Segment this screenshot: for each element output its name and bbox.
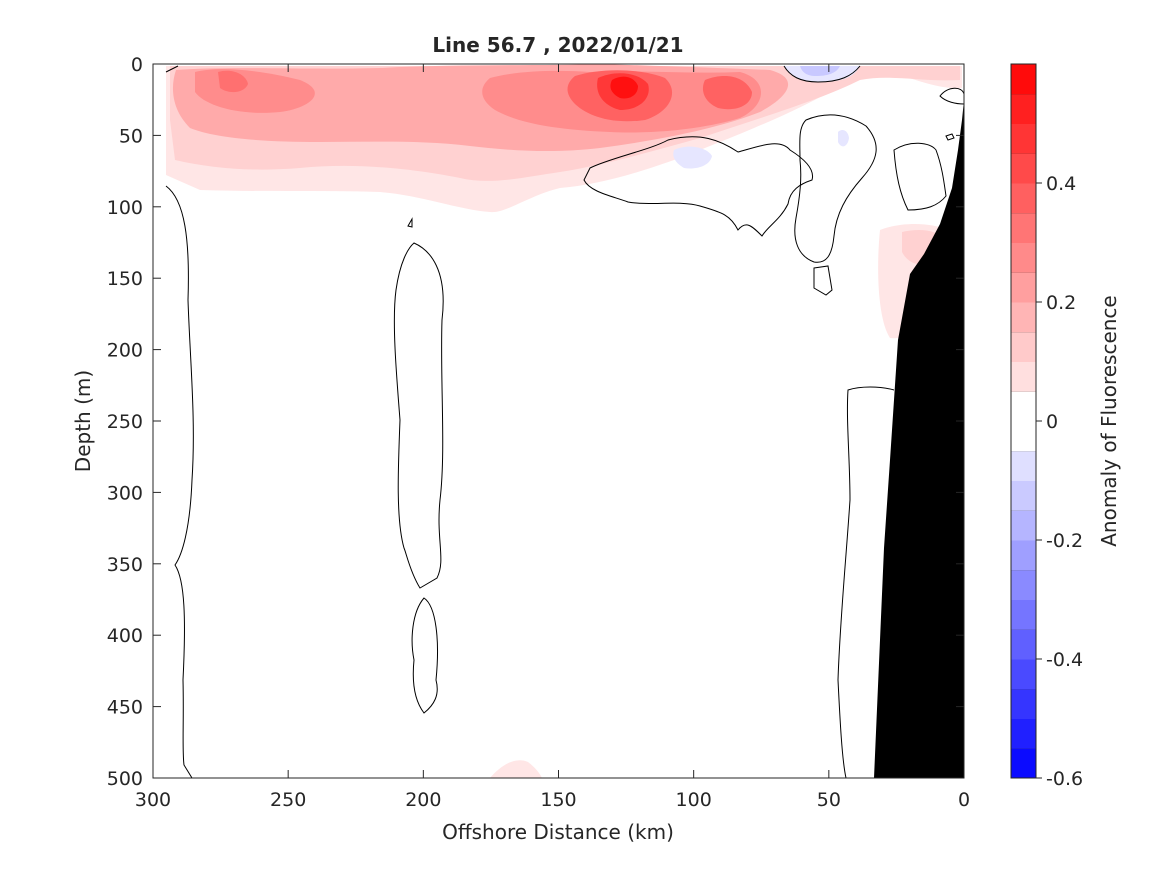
colorbar-swatch: [1011, 718, 1036, 749]
zero-contour-lines: [165, 65, 964, 778]
x-tick-label: 150: [540, 789, 576, 811]
x-tick-label: 50: [817, 789, 841, 811]
zero-contour-shelf-b: [939, 87, 964, 105]
zero-contour-shelf-a: [893, 142, 947, 211]
y-tick-label: 400: [107, 625, 143, 647]
colorbar-swatch: [1011, 64, 1036, 95]
anomaly-band-0.55: [610, 76, 638, 99]
colorbar-swatch: [1011, 302, 1036, 333]
y-tick-label: 100: [107, 197, 143, 219]
colorbar-swatch: [1011, 569, 1036, 600]
x-tick-label: 0: [958, 789, 970, 811]
anomaly-band-0.05-bottom: [490, 760, 542, 778]
zero-contour-nearshore-upper: [583, 136, 814, 237]
colorbar-swatch: [1011, 272, 1036, 303]
anomaly-band-neg-0.05c: [838, 130, 849, 147]
colorbar-tick-label: -0.2: [1046, 530, 1083, 552]
y-tick-label: 250: [107, 411, 143, 433]
colorbar: [1011, 63, 1036, 779]
y-axis-label: Depth (m): [71, 370, 95, 472]
y-tick-label: 300: [107, 482, 143, 504]
x-axis: 300 250 200 150 100 50 0: [135, 64, 970, 811]
y-tick-label: 350: [107, 554, 143, 576]
y-tick-label: 150: [107, 268, 143, 290]
zero-contour-blob: [813, 265, 833, 296]
zero-contour-mid: [393, 242, 444, 589]
fluorescence-contour-field: [166, 64, 962, 778]
y-axis: 0 50 100 150 200 250 300 350 400 450 500: [107, 54, 964, 790]
anomaly-band-neg-0.05b: [673, 146, 712, 169]
zero-contour-offshore: [165, 185, 194, 778]
anomaly-band-0.30-offshore: [218, 70, 248, 93]
y-tick-label: 0: [131, 54, 143, 76]
zero-contour-mid-lower: [411, 597, 438, 714]
seafloor-bathymetry: [874, 100, 964, 778]
y-tick-label: 500: [107, 768, 143, 790]
colorbar-swatch: [1011, 510, 1036, 541]
colorbar-ticks: -0.6 -0.4 -0.2 0 0.2 0.4: [1036, 173, 1083, 790]
zero-contour-deep-shelf: [837, 386, 895, 778]
colorbar-tick-label: 0.4: [1046, 173, 1076, 195]
x-axis-label: Offshore Distance (km): [442, 820, 674, 844]
colorbar-swatch: [1011, 688, 1036, 719]
x-tick-label: 200: [405, 789, 441, 811]
x-tick-label: 250: [270, 789, 306, 811]
colorbar-swatch: [1011, 748, 1036, 779]
zero-contour-small: [407, 217, 413, 228]
colorbar-tick-label: -0.4: [1046, 649, 1083, 671]
x-tick-label: 100: [676, 789, 712, 811]
colorbar-swatch: [1011, 123, 1036, 154]
y-tick-label: 200: [107, 340, 143, 362]
colorbar-swatch: [1011, 331, 1036, 362]
colorbar-swatch: [1011, 361, 1036, 392]
zero-contour-shelf-c: [945, 133, 955, 141]
colorbar-tick-label: -0.6: [1046, 768, 1083, 790]
colorbar-swatch: [1011, 391, 1036, 422]
zero-contour-surface-neg: [783, 65, 861, 83]
colorbar-label: Anomaly of Fluorescence: [1097, 295, 1121, 546]
colorbar-tick-label: 0.2: [1046, 292, 1076, 314]
colorbar-tick-label: 0: [1046, 411, 1058, 433]
colorbar-swatch: [1011, 659, 1036, 690]
anomaly-band-0.35b: [702, 76, 752, 110]
colorbar-swatch: [1011, 629, 1036, 660]
colorbar-swatch: [1011, 93, 1036, 124]
colorbar-swatch: [1011, 450, 1036, 481]
y-tick-label: 50: [119, 125, 143, 147]
colorbar-swatch: [1011, 212, 1036, 243]
anomaly-band-neg-0.10: [800, 66, 840, 76]
colorbar-swatch: [1011, 599, 1036, 630]
colorbar-swatch: [1011, 480, 1036, 511]
zero-contour-nearshore-lobe: [794, 114, 877, 263]
x-tick-label: 300: [135, 789, 171, 811]
colorbar-swatch: [1011, 540, 1036, 571]
colorbar-swatch: [1011, 183, 1036, 214]
zero-contour-top-left: [165, 65, 179, 73]
colorbar-swatch: [1011, 421, 1036, 452]
colorbar-swatch: [1011, 242, 1036, 273]
colorbar-swatch: [1011, 153, 1036, 184]
chart-title: Line 56.7 , 2022/01/21: [432, 33, 683, 57]
y-tick-label: 450: [107, 697, 143, 719]
